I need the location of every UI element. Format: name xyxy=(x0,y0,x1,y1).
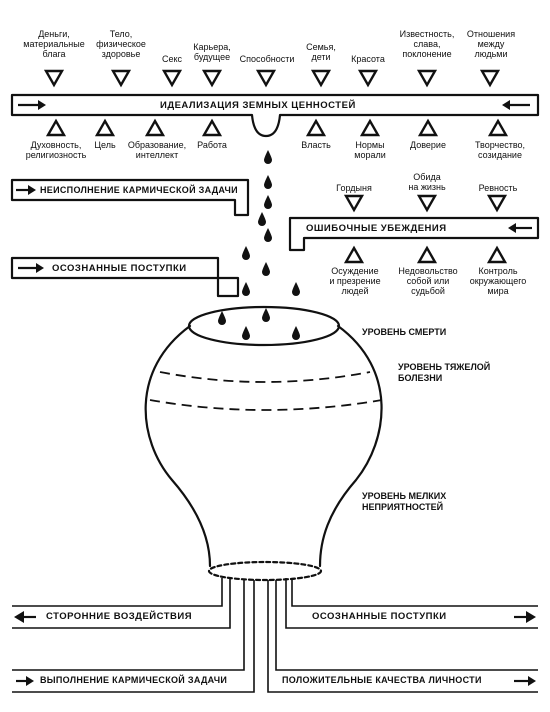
arrow-right-icon xyxy=(526,611,536,623)
label-morals: Нормы морали xyxy=(354,140,386,160)
drop xyxy=(258,212,266,226)
conscious-right-title: ОСОЗНАННЫЕ ПОСТУПКИ xyxy=(312,611,447,622)
karmic-fail-title: НЕИСПОЛНЕНИЕ КАРМИЧЕСКОЙ ЗАДАЧИ xyxy=(40,185,238,195)
drop xyxy=(242,282,250,296)
stream-conscious-right xyxy=(285,578,538,629)
drop xyxy=(262,262,270,276)
stream-positive xyxy=(267,580,538,693)
triangle-up-icon xyxy=(343,245,365,264)
label-career: Карьера, будущее xyxy=(193,42,231,62)
drop xyxy=(242,326,250,340)
label-abilities: Способности xyxy=(239,54,295,64)
label-fame: Известность, слава, поклонение xyxy=(399,29,455,59)
drop xyxy=(218,311,226,325)
arrow-left-icon xyxy=(14,611,24,623)
label-money: Деньги, материальные блага xyxy=(23,29,85,59)
triangle-down-icon xyxy=(43,69,65,88)
arrow-right-icon xyxy=(38,100,46,110)
drop xyxy=(264,150,272,164)
external-title: СТОРОННИЕ ВОЗДЕЙСТВИЯ xyxy=(46,611,193,622)
level-death-label: УРОВЕНЬ СМЕРТИ xyxy=(362,327,447,337)
arrow-left-icon xyxy=(502,100,510,110)
label-education: Образование, интеллект xyxy=(127,140,187,160)
karmic-fail-band-shape xyxy=(10,178,250,217)
label-jealousy: Ревность xyxy=(478,183,518,193)
triangle-up-icon xyxy=(486,245,508,264)
label-body: Тело, физическое здоровье xyxy=(96,29,146,59)
label-beauty: Красота xyxy=(351,54,385,64)
label-discontent: Недовольство собой или судьбой xyxy=(398,266,458,296)
main-band-title: ИДЕАЛИЗАЦИЯ ЗЕМНЫХ ЦЕННОСТЕЙ xyxy=(160,100,356,111)
triangle-up-icon xyxy=(359,118,381,137)
stream-external xyxy=(12,578,231,629)
label-grudge: Обида на жизнь xyxy=(408,172,446,192)
beliefs-title: ОШИБОЧНЫЕ УБЕЖДЕНИЯ xyxy=(306,223,447,234)
conscious-left-band-shape xyxy=(10,256,240,298)
level-line-illness xyxy=(159,371,371,383)
label-sex: Секс xyxy=(161,54,183,64)
positive-title: ПОЛОЖИТЕЛЬНЫЕ КАЧЕСТВА ЛИЧНОСТИ xyxy=(282,675,482,685)
arrow-left-icon xyxy=(508,223,516,233)
triangle-down-icon xyxy=(486,194,508,213)
main-band-shape xyxy=(10,93,540,138)
arrow-right-icon xyxy=(28,185,36,195)
stream-karmic-do xyxy=(12,580,255,693)
triangle-down-icon xyxy=(161,69,183,88)
triangle-up-icon xyxy=(416,245,438,264)
arrow-right-icon xyxy=(528,676,536,686)
vessel-base xyxy=(207,560,323,582)
label-pride: Гордыня xyxy=(336,183,372,193)
triangle-up-icon xyxy=(94,118,116,137)
label-family: Семья, дети xyxy=(306,42,336,62)
level-illness-label: УРОВЕНЬ ТЯЖЕЛОЙ БОЛЕЗНИ xyxy=(398,362,491,383)
level-minor-label: УРОВЕНЬ МЕЛКИХ НЕПРИЯТНОСТЕЙ xyxy=(362,491,447,512)
level-line-minor xyxy=(149,399,383,411)
conscious-left-title: ОСОЗНАННЫЕ ПОСТУПКИ xyxy=(52,263,187,274)
label-power: Власть xyxy=(301,140,331,150)
triangle-down-icon xyxy=(255,69,277,88)
triangle-down-icon xyxy=(201,69,223,88)
drop xyxy=(242,246,250,260)
label-spirituality: Духовность, религиозность xyxy=(25,140,87,160)
triangle-down-icon xyxy=(479,69,501,88)
drop xyxy=(292,326,300,340)
arrow-right-icon xyxy=(26,676,34,686)
triangle-up-icon xyxy=(201,118,223,137)
karmic-do-title: ВЫПОЛНЕНИЕ КАРМИЧЕСКОЙ ЗАДАЧИ xyxy=(40,675,228,685)
label-relations: Отношения между людьми xyxy=(466,29,516,59)
triangle-down-icon xyxy=(343,194,365,213)
triangle-up-icon xyxy=(144,118,166,137)
triangle-down-icon xyxy=(310,69,332,88)
triangle-up-icon xyxy=(305,118,327,137)
drop xyxy=(264,175,272,189)
drop xyxy=(264,195,272,209)
arrow-right-icon xyxy=(36,263,44,273)
triangle-up-icon xyxy=(45,118,67,137)
label-creativity: Творчество, созидание xyxy=(474,140,526,160)
label-control: Контроль окружающего мира xyxy=(469,266,527,296)
label-contempt: Осуждение и презрение людей xyxy=(329,266,381,296)
drop xyxy=(264,228,272,242)
triangle-down-icon xyxy=(416,69,438,88)
label-trust: Доверие xyxy=(410,140,446,150)
beliefs-band-shape xyxy=(288,216,540,252)
drop xyxy=(262,308,270,322)
label-work: Работа xyxy=(197,140,227,150)
triangle-down-icon xyxy=(357,69,379,88)
triangle-down-icon xyxy=(110,69,132,88)
triangle-up-icon xyxy=(487,118,509,137)
label-goal: Цель xyxy=(94,140,116,150)
vessel-body xyxy=(144,324,383,568)
drop xyxy=(292,282,300,296)
triangle-up-icon xyxy=(417,118,439,137)
triangle-down-icon xyxy=(416,194,438,213)
